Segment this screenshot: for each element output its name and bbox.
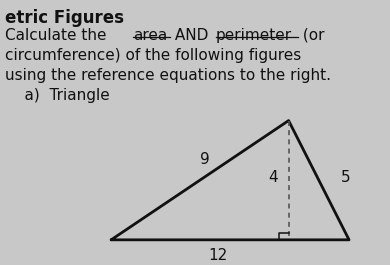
Text: a)  Triangle: a) Triangle <box>5 88 110 103</box>
Text: etric Figures: etric Figures <box>5 9 124 27</box>
Text: AND: AND <box>170 28 213 43</box>
Text: 4: 4 <box>268 170 278 185</box>
Text: perimeter: perimeter <box>216 28 292 43</box>
Text: using the reference equations to the right.: using the reference equations to the rig… <box>5 68 331 83</box>
Text: 9: 9 <box>200 152 210 166</box>
Text: circumference) of the following figures: circumference) of the following figures <box>5 48 301 63</box>
Text: (or: (or <box>298 28 324 43</box>
Text: area: area <box>133 28 167 43</box>
Text: Calculate the: Calculate the <box>5 28 111 43</box>
Text: 12: 12 <box>209 248 228 263</box>
Text: 5: 5 <box>341 170 351 185</box>
